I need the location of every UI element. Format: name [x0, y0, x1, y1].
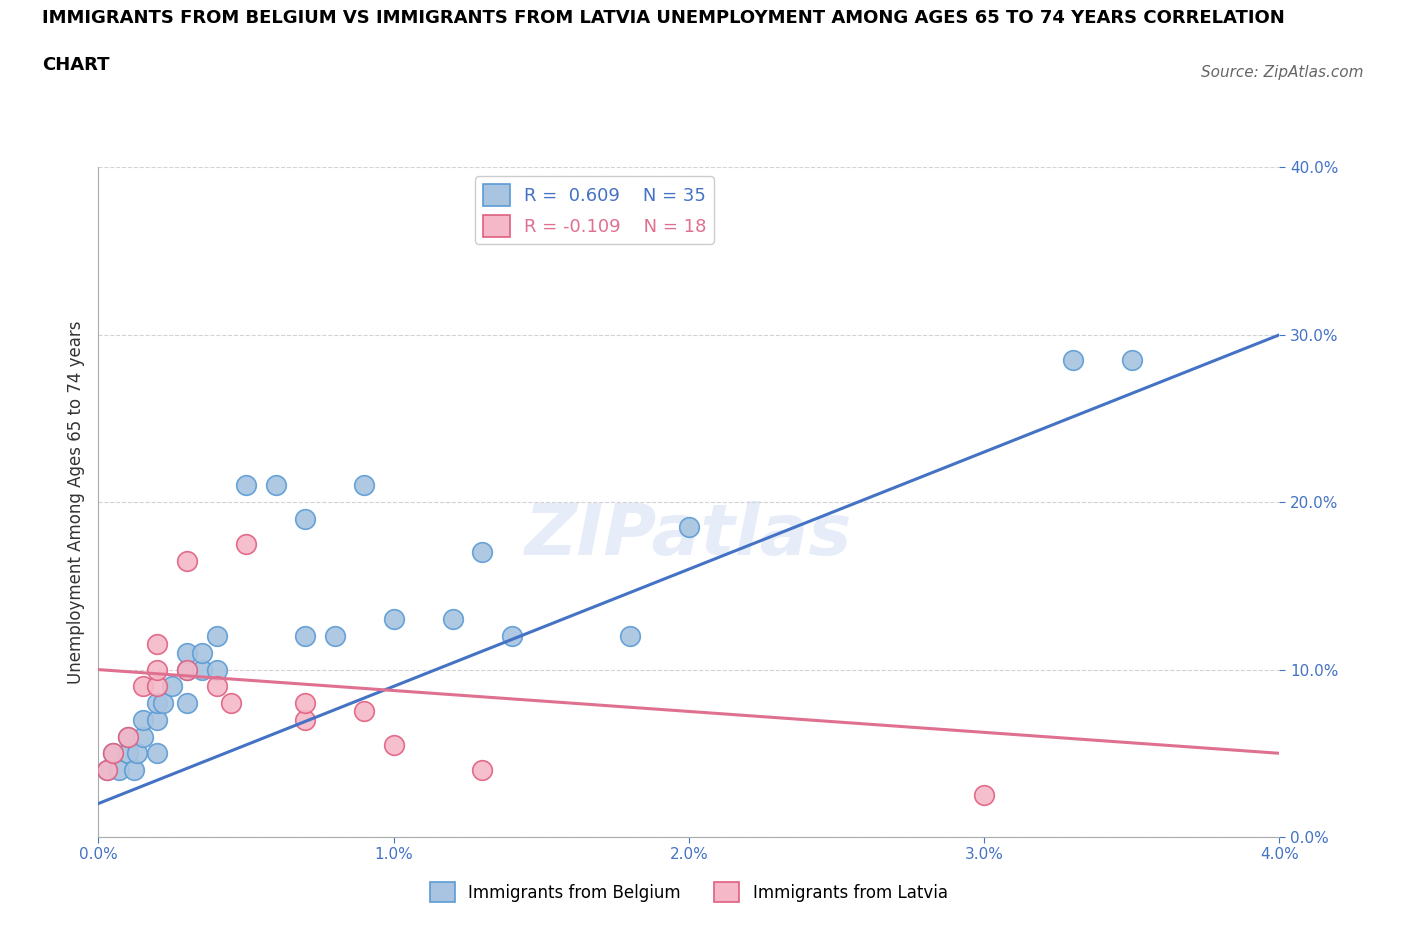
Point: [678, 520, 700, 535]
Y-axis label: Unemployment Among Ages 65 to 74 years: Unemployment Among Ages 65 to 74 years: [66, 321, 84, 684]
Point: [382, 737, 405, 752]
Point: [132, 729, 155, 744]
Legend: Immigrants from Belgium, Immigrants from Latvia: Immigrants from Belgium, Immigrants from…: [423, 875, 955, 909]
Point: [323, 629, 346, 644]
Point: [205, 679, 228, 694]
Point: [176, 696, 198, 711]
Point: [176, 662, 198, 677]
Point: [122, 763, 145, 777]
Point: [125, 746, 148, 761]
Text: ZIPatlas: ZIPatlas: [526, 501, 852, 570]
Point: [191, 645, 214, 660]
Text: Source: ZipAtlas.com: Source: ZipAtlas.com: [1201, 65, 1364, 80]
Point: [96, 763, 118, 777]
Point: [146, 662, 169, 677]
Text: CHART: CHART: [42, 56, 110, 73]
Point: [146, 696, 169, 711]
Point: [191, 662, 214, 677]
Point: [294, 712, 316, 727]
Point: [108, 763, 131, 777]
Point: [235, 478, 257, 493]
Point: [152, 696, 174, 711]
Point: [973, 788, 995, 803]
Point: [117, 746, 139, 761]
Point: [205, 629, 228, 644]
Point: [353, 704, 375, 719]
Point: [294, 512, 316, 526]
Point: [162, 679, 183, 694]
Point: [619, 629, 641, 644]
Point: [382, 612, 405, 627]
Point: [146, 679, 169, 694]
Point: [501, 629, 523, 644]
Point: [176, 662, 198, 677]
Point: [235, 537, 257, 551]
Point: [294, 696, 316, 711]
Point: [146, 712, 169, 727]
Point: [176, 645, 198, 660]
Point: [294, 629, 316, 644]
Text: IMMIGRANTS FROM BELGIUM VS IMMIGRANTS FROM LATVIA UNEMPLOYMENT AMONG AGES 65 TO : IMMIGRANTS FROM BELGIUM VS IMMIGRANTS FR…: [42, 9, 1285, 27]
Point: [353, 478, 375, 493]
Point: [146, 746, 169, 761]
Point: [219, 696, 242, 711]
Point: [471, 763, 494, 777]
Point: [176, 553, 198, 568]
Point: [117, 729, 139, 744]
Point: [471, 545, 494, 560]
Point: [146, 637, 169, 652]
Point: [1121, 352, 1143, 367]
Point: [132, 712, 155, 727]
Point: [132, 679, 155, 694]
Point: [1062, 352, 1084, 367]
Point: [117, 729, 139, 744]
Point: [205, 662, 228, 677]
Point: [264, 478, 287, 493]
Point: [103, 746, 124, 761]
Point: [103, 746, 124, 761]
Point: [96, 763, 118, 777]
Point: [441, 612, 464, 627]
